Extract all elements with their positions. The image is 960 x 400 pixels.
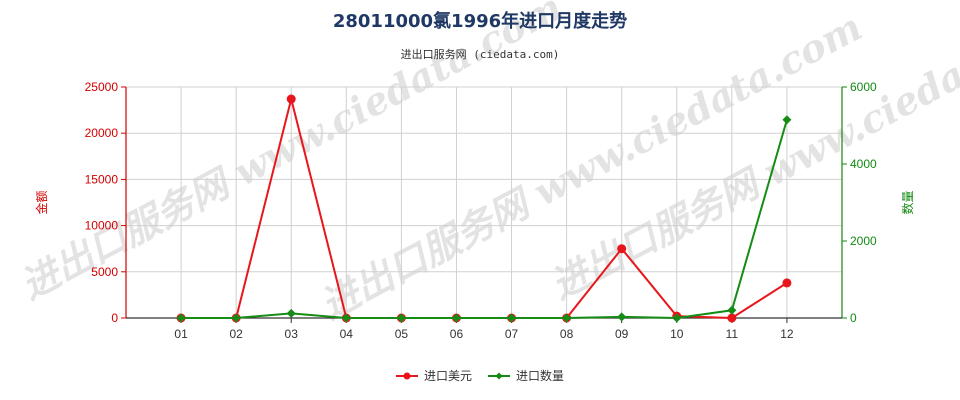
series [176,94,792,323]
chart-title: 28011000氯1996年进口月度走势 [333,10,627,32]
data-point-1-8[interactable] [617,312,627,322]
right-tick-label: 4000 [850,157,877,171]
x-tick-label: 01 [174,327,188,341]
data-point-1-10[interactable] [727,305,737,315]
chart-subtitle: 进出口服务网 (ciedata.com) [401,47,560,61]
data-point-1-3[interactable] [341,313,351,323]
legend-swatch-marker [495,372,503,380]
x-tick-label: 12 [780,327,794,341]
left-axis-title: 金额 [34,190,49,214]
x-tick-label: 03 [285,327,299,341]
left-tick-label: 20000 [85,126,119,140]
data-point-0-2[interactable] [286,94,296,104]
legend-item-1[interactable]: 进口数量 [488,368,564,383]
x-tick-label: 06 [450,327,464,341]
data-point-1-11[interactable] [782,115,792,125]
x-tick-label: 02 [229,327,243,341]
right-tick-label: 6000 [850,80,877,94]
x-tick-label: 09 [615,327,629,341]
data-point-1-0[interactable] [176,313,186,323]
right-tick-label: 2000 [850,234,877,248]
legend: 进口美元 进口数量 [396,368,564,383]
data-point-1-6[interactable] [507,313,517,323]
series-line-1 [181,119,788,320]
data-point-0-10[interactable] [727,313,737,323]
data-point-1-9[interactable] [672,313,682,323]
x-tick-label: 05 [395,327,409,341]
x-tick-label: 07 [505,327,519,341]
data-point-1-4[interactable] [396,313,406,323]
x-tick-label: 04 [340,327,354,341]
left-tick-label: 10000 [85,219,119,233]
legend-label: 进口美元 [424,369,472,383]
legend-label: 进口数量 [516,368,564,383]
data-point-1-7[interactable] [562,313,572,323]
data-point-0-11[interactable] [782,278,792,288]
left-tick-label: 15000 [85,172,119,186]
x-tick-label: 08 [560,327,574,341]
data-point-1-1[interactable] [231,313,241,323]
legend-swatch-marker [403,372,411,380]
left-tick-label: 0 [111,311,118,325]
left-tick-label: 25000 [85,80,119,94]
x-tick-label: 11 [726,327,739,341]
data-point-0-8[interactable] [617,244,627,254]
x-tick-label: 10 [670,327,684,341]
legend-item-0[interactable]: 进口美元 [396,369,472,383]
data-point-1-5[interactable] [451,313,461,323]
data-point-1-2[interactable] [286,308,296,318]
right-axis-title: 数量 [900,190,915,214]
left-tick-label: 5000 [91,265,118,279]
right-tick-label: 0 [850,311,857,325]
